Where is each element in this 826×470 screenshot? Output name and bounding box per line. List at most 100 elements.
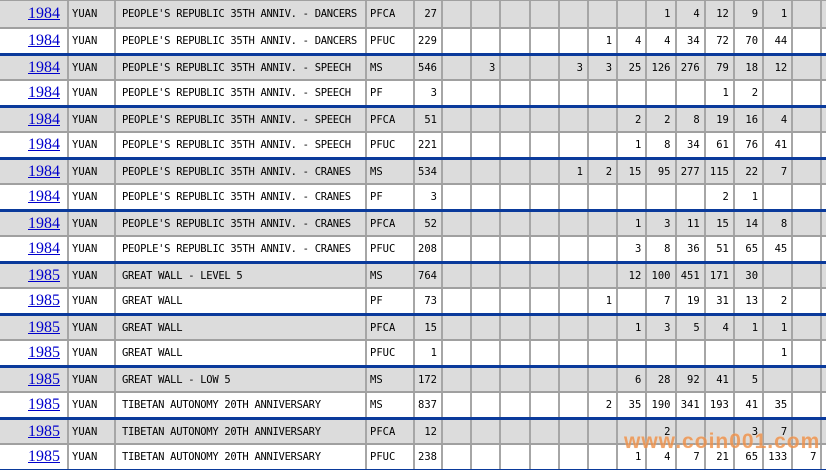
count-cell	[501, 368, 531, 391]
year-link[interactable]: 1985	[28, 396, 60, 413]
designation-cell: PFUC	[367, 237, 415, 261]
description-cell: PEOPLE'S REPUBLIC 35TH ANNIV. - SPEECH	[116, 108, 367, 131]
count-cell	[531, 185, 560, 209]
count-cell	[589, 368, 619, 391]
count-cell: 30	[735, 264, 765, 287]
year-link[interactable]: 1984	[28, 110, 60, 128]
count-cell	[531, 212, 560, 235]
count-cell: 451	[677, 264, 706, 287]
denomination-cell: YUAN	[69, 264, 116, 287]
year-link[interactable]: 1984	[28, 214, 60, 232]
count-cell	[443, 393, 473, 417]
denomination-cell: YUAN	[69, 316, 116, 339]
count-cell	[822, 185, 826, 209]
year-link[interactable]: 1984	[28, 58, 60, 76]
count-cell	[531, 368, 560, 391]
count-cell: 35	[618, 393, 648, 417]
count-cell	[501, 289, 531, 313]
year-cell: 1985	[0, 420, 69, 443]
designation-cell: MS	[367, 56, 415, 79]
year-link[interactable]: 1985	[28, 292, 60, 309]
description-cell: GREAT WALL	[116, 341, 367, 365]
count-cell	[472, 1, 502, 27]
denomination-cell: YUAN	[69, 133, 116, 157]
count-cell: 45	[764, 237, 794, 261]
count-cell	[531, 393, 560, 417]
count-cell: 14	[735, 212, 765, 235]
count-cell: 4	[764, 108, 794, 131]
count-cell	[443, 212, 473, 235]
year-link[interactable]: 1985	[28, 266, 60, 284]
denomination-cell: YUAN	[69, 81, 116, 105]
count-cell: 3	[589, 56, 619, 79]
count-cell	[472, 29, 502, 53]
year-link[interactable]: 1985	[28, 422, 60, 440]
count-cell	[443, 264, 473, 287]
count-cell: 31	[706, 289, 735, 313]
year-link[interactable]: 1985	[28, 448, 60, 465]
count-cell: 276	[677, 56, 706, 79]
count-cell: 7	[764, 160, 794, 183]
year-cell: 1984	[0, 133, 69, 157]
count-cell: 4	[677, 1, 706, 27]
count-cell	[531, 81, 560, 105]
year-link[interactable]: 1985	[28, 318, 60, 336]
count-cell: 41	[764, 133, 794, 157]
description-cell: PEOPLE'S REPUBLIC 35TH ANNIV. - CRANES	[116, 185, 367, 209]
count-cell: 3	[647, 316, 677, 339]
total-cell: 534	[415, 160, 443, 183]
count-cell	[822, 264, 826, 287]
year-link[interactable]: 1984	[28, 32, 60, 49]
count-cell	[822, 133, 826, 157]
count-cell: 28	[647, 368, 677, 391]
total-cell: 15	[415, 316, 443, 339]
count-cell	[501, 56, 531, 79]
year-link[interactable]: 1984	[28, 162, 60, 180]
count-cell	[793, 420, 823, 443]
count-cell	[560, 185, 589, 209]
count-cell	[764, 264, 794, 287]
year-link[interactable]: 1984	[28, 5, 60, 22]
year-link[interactable]: 1984	[28, 136, 60, 153]
denomination-cell: YUAN	[69, 160, 116, 183]
count-cell: 12	[706, 1, 735, 27]
table-row: 1984 YUAN PEOPLE'S REPUBLIC 35TH ANNIV. - …	[0, 27, 826, 53]
count-cell: 79	[706, 56, 735, 79]
table-row: 1985 YUAN TIBETAN AUTONOMY 20TH ANNIVERSAR…	[0, 443, 826, 469]
designation-cell: MS	[367, 393, 415, 417]
count-cell	[618, 185, 648, 209]
year-link[interactable]: 1985	[28, 370, 60, 388]
count-cell: 2	[764, 289, 794, 313]
count-cell	[443, 420, 473, 443]
count-cell: 7	[677, 445, 706, 469]
designation-cell: MS	[367, 368, 415, 391]
count-cell: 1	[735, 316, 765, 339]
count-cell	[618, 289, 648, 313]
count-cell: 1	[589, 29, 619, 53]
year-cell: 1984	[0, 29, 69, 53]
count-cell: 7	[764, 420, 794, 443]
count-cell: 2	[647, 420, 677, 443]
description-cell: PEOPLE'S REPUBLIC 35TH ANNIV. - CRANES	[116, 212, 367, 235]
count-cell	[560, 368, 589, 391]
designation-cell: PFUC	[367, 29, 415, 53]
year-link[interactable]: 1984	[28, 240, 60, 257]
count-cell	[472, 289, 502, 313]
count-cell	[822, 29, 826, 53]
count-cell	[793, 29, 823, 53]
year-link[interactable]: 1984	[28, 188, 60, 205]
count-cell: 13	[735, 289, 765, 313]
count-cell	[793, 368, 823, 391]
count-cell	[589, 316, 619, 339]
count-cell	[618, 420, 648, 443]
count-cell	[793, 160, 823, 183]
denomination-cell: YUAN	[69, 212, 116, 235]
count-cell	[560, 237, 589, 261]
total-cell: 238	[415, 445, 443, 469]
denomination-cell: YUAN	[69, 185, 116, 209]
count-cell	[531, 420, 560, 443]
total-cell: 73	[415, 289, 443, 313]
year-link[interactable]: 1985	[28, 344, 60, 361]
year-link[interactable]: 1984	[28, 84, 60, 101]
count-cell	[793, 212, 823, 235]
